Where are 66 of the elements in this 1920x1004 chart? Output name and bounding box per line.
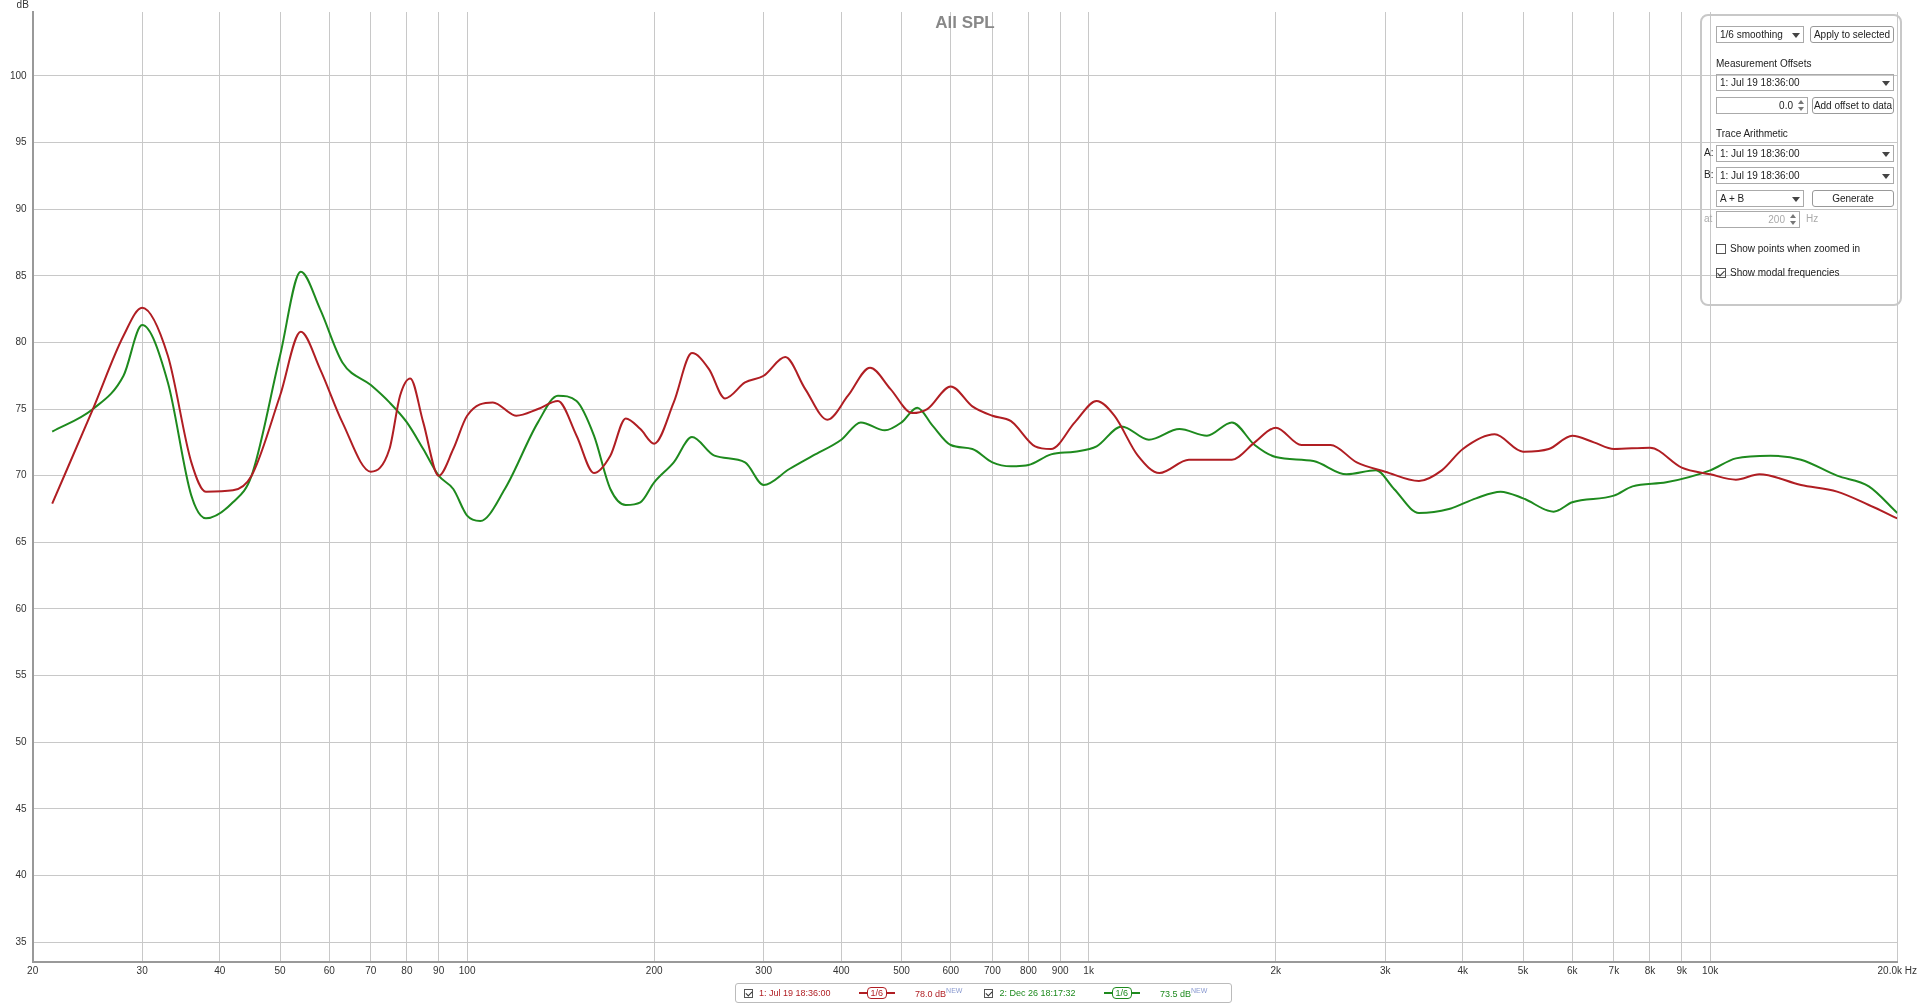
x-tick-label: 60 [323,964,336,976]
x-tick-label: 600 [942,964,960,976]
annotation: Apply to selected [1813,29,1891,40]
annotation: 1: Jul 19 18:36:00 [1720,77,1800,88]
x-tick-label: 700 [984,964,1002,976]
annotation: Show modal frequencies [1730,267,1840,278]
x-tick-label: 300 [755,964,773,976]
text: 1: Jul 19 18:36:00 [759,988,831,998]
annotation: 1: Jul 19 18:36:00 [1720,170,1800,181]
y-tick-label: 90 [15,202,28,214]
y-tick-label: 60 [15,602,28,614]
text: 1/6 [866,987,888,999]
x-tick-label: 2k [1270,964,1283,976]
annotation: Trace Arithmetic [1716,128,1788,139]
chart-title: All SPL [935,13,995,33]
x-tick-label: 20 [27,964,39,976]
x-tick-label: 3k [1379,964,1392,976]
x-tick-label: 800 [1020,964,1038,976]
text: 1/6 [1111,987,1133,999]
annotation: Generate [1832,193,1874,204]
x-tick-label: 40 [214,964,226,976]
annotation: Add offset to data [1813,100,1893,111]
annotation: Show points when zoomed in [1730,243,1861,254]
annotation: Hz [1806,213,1819,224]
annotation: B: [1704,169,1714,180]
x-tick-label: 30 [136,964,149,976]
y-tick-label: 85 [15,269,28,281]
annotation: 200 [1768,214,1785,225]
annotation: 0.0 [1779,100,1793,111]
x-tick-label: 5k [1517,964,1530,976]
x-tick-label: 10k [1702,964,1720,976]
x-tick-label: 70 [365,964,377,976]
annotation: 1: Jul 19 18:36:00 [1720,148,1800,159]
x-tick-label: 20.0k Hz [1877,964,1917,976]
x-tick-label: 200 [645,964,663,976]
annotation: A: [1704,147,1714,158]
x-tick-label: 900 [1051,964,1069,976]
annotation: at [1704,213,1713,224]
x-tick-label: 50 [274,964,287,976]
y-tick-label: 100 [10,69,28,81]
annotation: 1/6 smoothing [1720,29,1783,40]
x-tick-label: 90 [433,964,445,976]
x-tick-label: 6k [1567,964,1579,976]
y-tick-label: 65 [15,536,28,548]
x-tick-label: 500 [893,964,911,976]
y-tick-label: 75 [15,402,28,414]
x-tick-label: 80 [401,964,413,976]
annotation: A + B [1720,193,1745,204]
x-tick-label: 1k [1083,964,1095,976]
x-tick-label: 400 [832,964,851,976]
y-tick-label: 40 [15,869,28,881]
x-tick-label: 100 [458,964,476,976]
y-tick-label: 45 [15,802,28,814]
y-tick-label: 50 [15,735,28,747]
x-tick-label: 7k [1608,964,1621,976]
y-tick-label: 70 [15,469,28,481]
x-tick-label: 4k [1457,964,1470,976]
y-tick-label: 55 [15,669,28,681]
y-tick-label: 80 [15,336,28,348]
y-tick-label: 35 [15,935,28,947]
y-tick-label: 95 [15,136,28,148]
annotation: Measurement Offsets [1716,58,1812,69]
y-axis-title: dB [16,0,30,10]
text: 2: Dec 26 18:17:32 [999,988,1076,998]
x-tick-label: 9k [1676,964,1689,976]
x-tick-label: 8k [1644,964,1657,976]
